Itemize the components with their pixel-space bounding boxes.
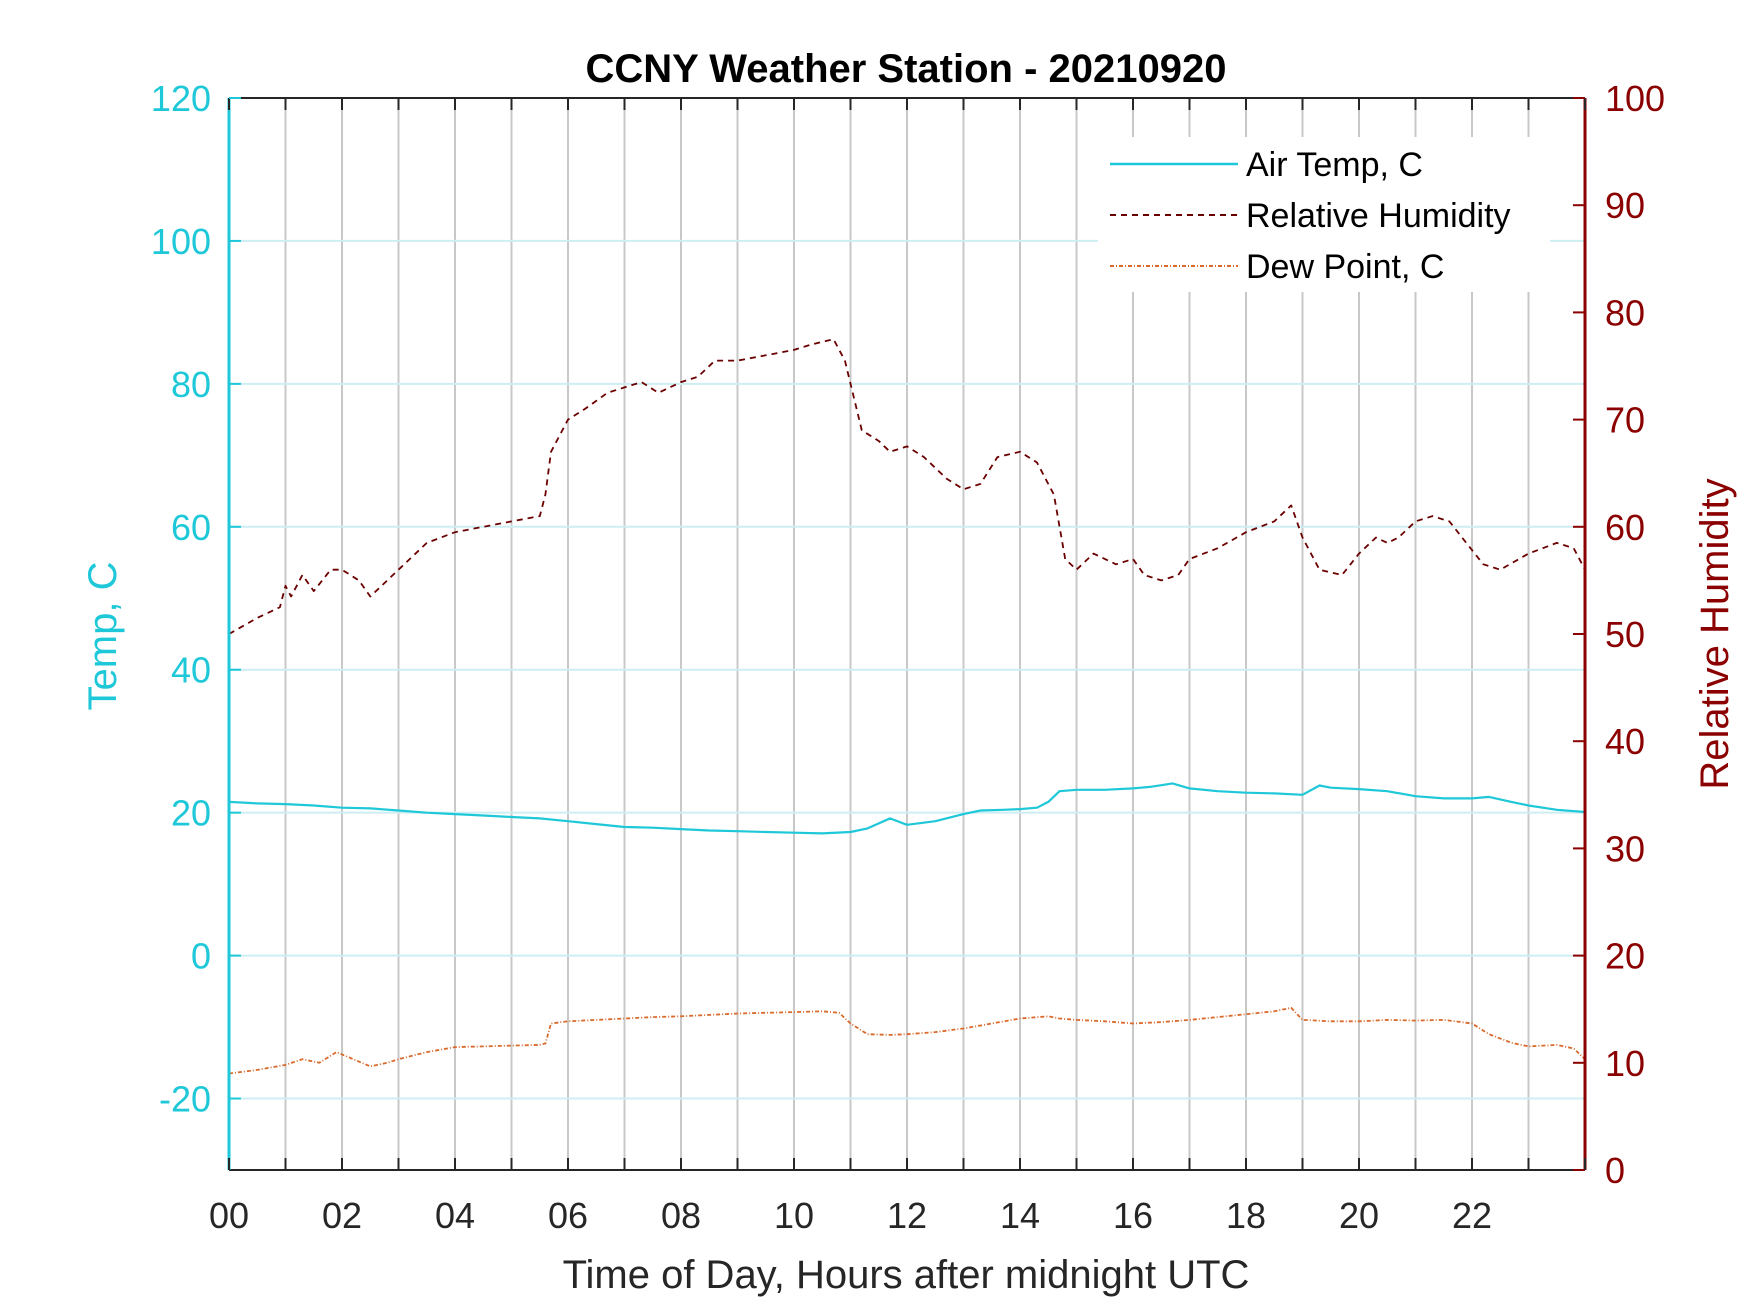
x-tick-label: 06 xyxy=(548,1195,588,1236)
y-left-tick-label: 40 xyxy=(171,650,211,691)
data-series xyxy=(228,338,1586,1075)
y-right-tick-label: 90 xyxy=(1605,185,1645,226)
x-tick-label: 00 xyxy=(209,1195,249,1236)
legend-label-relative-humidity: Relative Humidity xyxy=(1246,197,1511,235)
y-right-tick-label: 70 xyxy=(1605,400,1645,441)
y-left-tick-label: 100 xyxy=(151,221,211,262)
x-tick-label: 12 xyxy=(887,1195,927,1236)
legend-label-dew-point: Dew Point, C xyxy=(1246,248,1444,286)
legend: Air Temp, C Relative Humidity Dew Point,… xyxy=(1098,137,1550,292)
grid-lines xyxy=(229,98,1585,1170)
y-left-axis-label: Temp, C xyxy=(81,562,125,711)
y-left-tick-label: -20 xyxy=(159,1079,211,1120)
x-tick-label: 04 xyxy=(435,1195,475,1236)
y-left-tick-label: 80 xyxy=(171,364,211,405)
chart-title: CCNY Weather Station - 20210920 xyxy=(586,47,1227,91)
y-right-tick-label: 20 xyxy=(1605,936,1645,977)
y-right-tick-label: 10 xyxy=(1605,1043,1645,1084)
x-tick-label: 02 xyxy=(322,1195,362,1236)
y-right-tick-label: 100 xyxy=(1605,78,1665,119)
y-right-tick-label: 40 xyxy=(1605,721,1645,762)
y-left-tick-label: 20 xyxy=(171,793,211,834)
y-left-tick-label: 60 xyxy=(171,507,211,548)
y-right-tick-label: 80 xyxy=(1605,292,1645,333)
y-right-tick-label: 30 xyxy=(1605,828,1645,869)
x-tick-label: 20 xyxy=(1339,1195,1379,1236)
series-relative-humidity xyxy=(228,338,1586,635)
y-right-tick-label: 60 xyxy=(1605,507,1645,548)
x-tick-label: 10 xyxy=(774,1195,814,1236)
y-left-tick-label: 120 xyxy=(151,78,211,119)
x-tick-label: 18 xyxy=(1226,1195,1266,1236)
x-tick-label: 08 xyxy=(661,1195,701,1236)
y-right-tick-label: 50 xyxy=(1605,614,1645,655)
axis-ticks: 00 02 04 06 08 10 12 14 16 18 20 22-200204060801001… xyxy=(151,78,1665,1236)
y-right-axis-label: Relative Humidity xyxy=(1693,478,1737,789)
y-left-tick-label: 0 xyxy=(191,936,211,977)
x-tick-label: 22 xyxy=(1452,1195,1492,1236)
x-axis-label: Time of Day, Hours after midnight UTC xyxy=(563,1253,1250,1297)
x-tick-label: 16 xyxy=(1113,1195,1153,1236)
legend-label-air-temp: Air Temp, C xyxy=(1246,146,1423,184)
y-right-tick-label: 0 xyxy=(1605,1150,1625,1191)
series-air-temp xyxy=(228,782,1586,835)
x-tick-label: 14 xyxy=(1000,1195,1040,1236)
